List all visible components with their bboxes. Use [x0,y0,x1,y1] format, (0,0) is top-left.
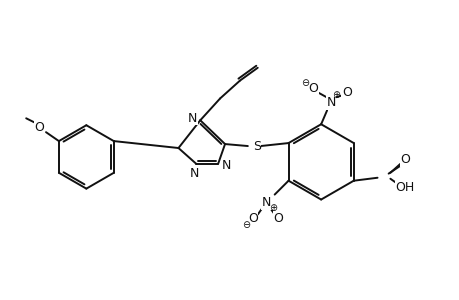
Text: O: O [341,86,351,99]
Text: ⊕: ⊕ [268,203,276,214]
Text: O: O [308,82,318,95]
Text: N: N [221,159,230,172]
Text: N: N [262,196,271,209]
Text: ⊕: ⊕ [331,89,339,100]
Text: ⊖: ⊖ [241,220,249,230]
Text: N: N [325,96,335,109]
Text: N: N [189,167,199,180]
Text: O: O [34,121,44,134]
Text: O: O [273,212,283,225]
Text: O: O [399,153,409,167]
Text: O: O [247,212,257,225]
Text: OH: OH [395,181,414,194]
Text: ⊖: ⊖ [301,78,309,88]
Text: S: S [252,140,260,152]
Text: N: N [187,112,196,125]
